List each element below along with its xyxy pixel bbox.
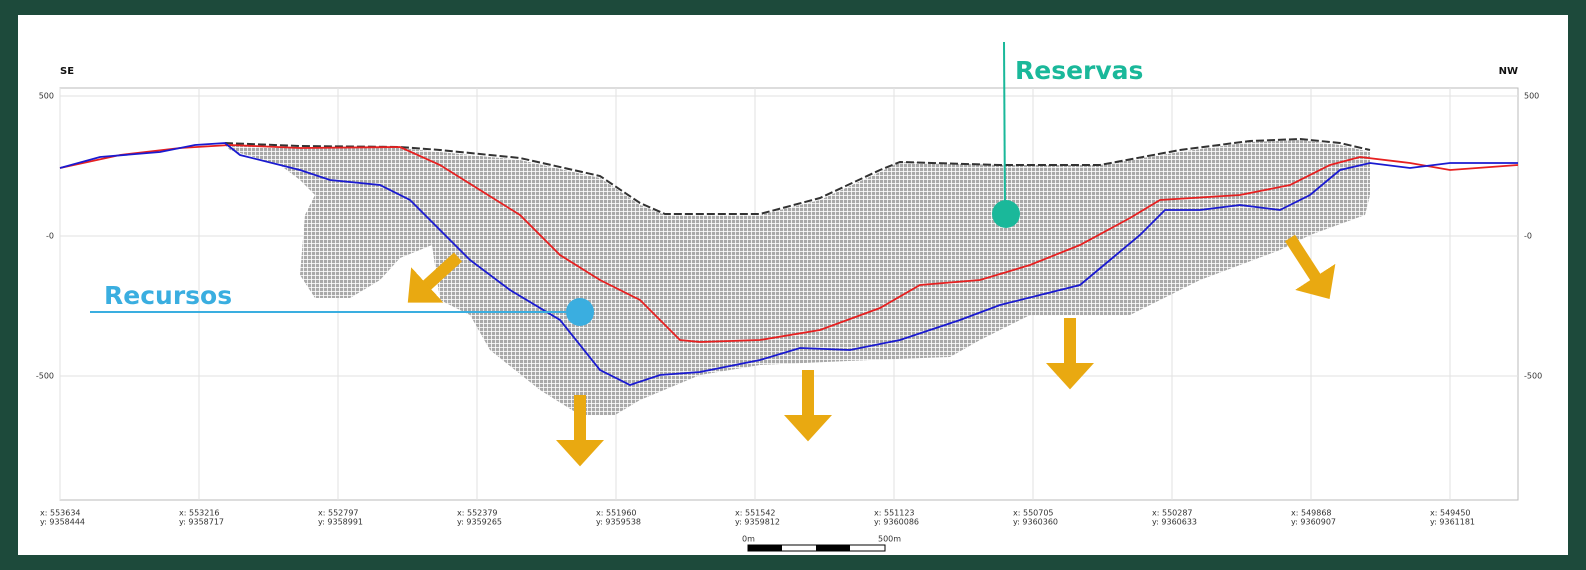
y-coordinate: y: 9360360 <box>1013 518 1058 527</box>
y-tick-label: -0 <box>1524 232 1532 241</box>
x-coordinate: x: 549450 <box>1430 509 1471 518</box>
arrows <box>407 234 1336 467</box>
x-coordinate: x: 549868 <box>1291 509 1332 518</box>
reserves-label: Reservas <box>1015 56 1143 85</box>
x-coordinate: x: 553216 <box>179 509 220 518</box>
scale-segment <box>748 545 782 551</box>
arrow <box>407 252 463 303</box>
y-tick-label: 500 <box>1524 92 1539 101</box>
left-direction: SE <box>60 66 74 77</box>
scale-start: 0m <box>742 535 755 544</box>
scale-bar: 0m 500m <box>742 535 901 552</box>
x-coordinate: x: 553634 <box>40 509 81 518</box>
topography <box>224 137 1371 215</box>
y-coordinate: y: 9361181 <box>1430 518 1475 527</box>
x-coordinate: x: 551542 <box>735 509 776 518</box>
y-coordinate: y: 9358444 <box>40 518 85 527</box>
x-coordinate: x: 550287 <box>1152 509 1193 518</box>
resources-dot <box>566 298 594 326</box>
y-coordinate: y: 9359812 <box>735 518 780 527</box>
right-direction: NW <box>1499 66 1518 77</box>
resources-label: Recursos <box>104 281 232 310</box>
y-coordinate: y: 9359538 <box>596 518 641 527</box>
resources-pit <box>59 144 1519 343</box>
arrow <box>1284 234 1336 300</box>
y-tick-label: 500 <box>39 92 54 101</box>
y-coordinate: y: 9359265 <box>457 518 502 527</box>
reserves-pit <box>59 142 1518 386</box>
y-coordinate: y: 9358717 <box>179 518 224 527</box>
scale-end: 500m <box>878 535 901 544</box>
x-coordinate: x: 551123 <box>874 509 915 518</box>
y-coordinate: y: 9358991 <box>318 518 363 527</box>
scale-segment <box>816 545 850 551</box>
x-coordinate: x: 551960 <box>596 509 637 518</box>
y-coordinate: y: 9360086 <box>874 518 919 527</box>
y-tick-label: -0 <box>46 232 54 241</box>
reserves-leader <box>1003 41 1006 213</box>
reserves-dot <box>992 200 1020 228</box>
y-tick-label: -500 <box>1524 372 1542 381</box>
y-coordinate: y: 9360907 <box>1291 518 1336 527</box>
x-coordinate: x: 550705 <box>1013 509 1054 518</box>
y-coordinate: y: 9360633 <box>1152 518 1197 527</box>
x-coordinate: x: 552379 <box>457 509 498 518</box>
x-coordinate: x: 552797 <box>318 509 359 518</box>
y-tick-label: -500 <box>36 372 54 381</box>
